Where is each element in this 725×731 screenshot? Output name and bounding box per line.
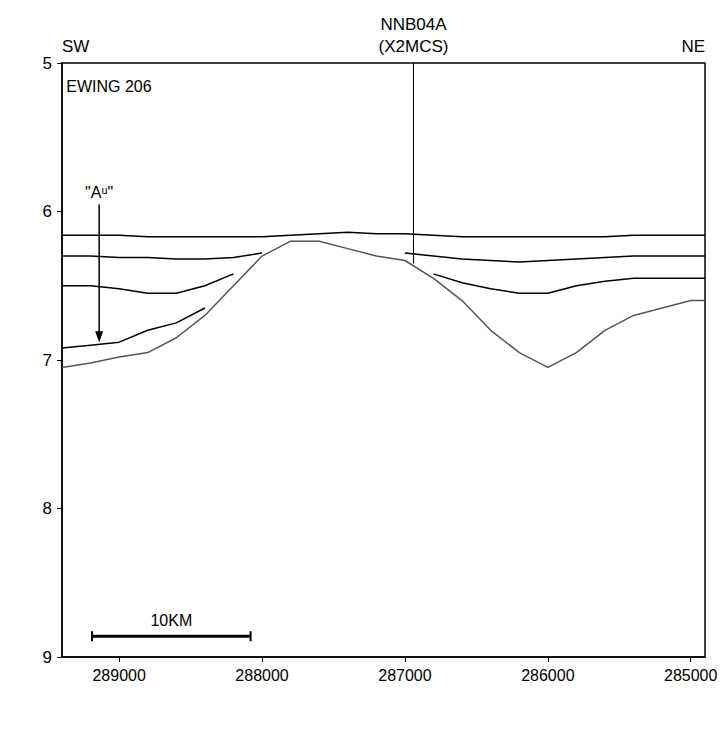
svg-text:10KM: 10KM: [150, 612, 192, 629]
svg-text:285000: 285000: [664, 667, 717, 684]
svg-text:8: 8: [43, 499, 52, 518]
svg-text:7: 7: [43, 351, 52, 370]
svg-text:6: 6: [43, 202, 52, 221]
svg-text:(X2MCS): (X2MCS): [379, 37, 449, 56]
svg-text:SW: SW: [62, 37, 89, 56]
svg-text:288000: 288000: [235, 667, 288, 684]
svg-text:289000: 289000: [92, 667, 145, 684]
svg-text:5: 5: [43, 54, 52, 73]
svg-text:NNB04A: NNB04A: [380, 15, 447, 34]
svg-text:EWING 206: EWING 206: [66, 78, 151, 95]
svg-text:"Aᵘ": "Aᵘ": [85, 184, 113, 201]
svg-text:NE: NE: [681, 37, 705, 56]
svg-text:9: 9: [43, 648, 52, 667]
svg-text:287000: 287000: [378, 667, 431, 684]
svg-text:286000: 286000: [521, 667, 574, 684]
